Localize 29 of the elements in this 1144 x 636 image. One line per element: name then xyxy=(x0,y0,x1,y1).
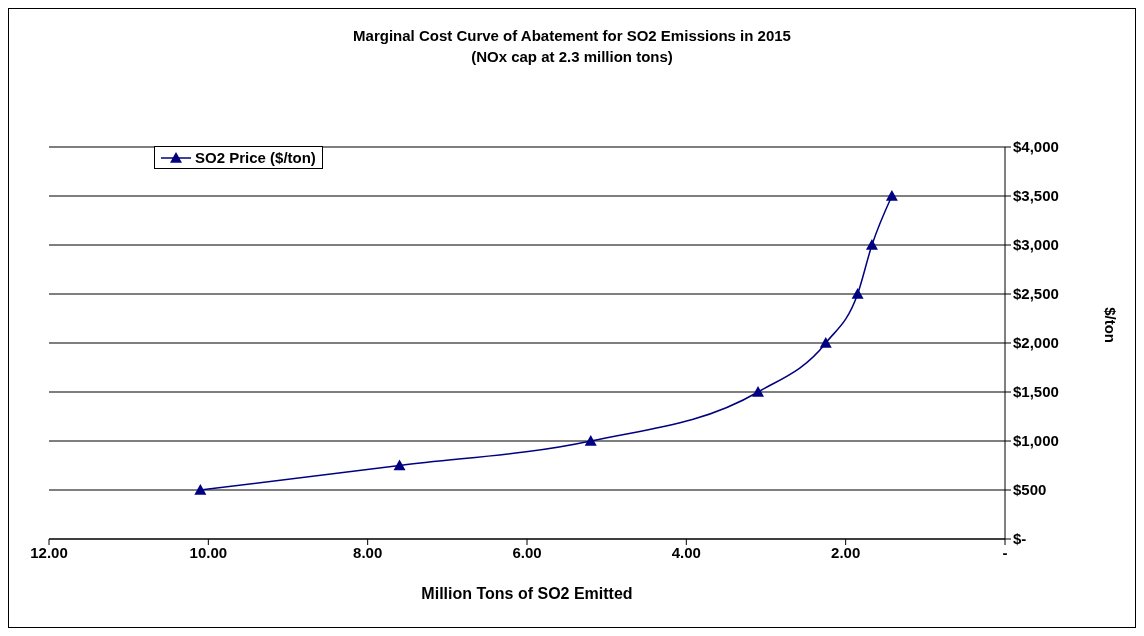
y-tick-label: $500 xyxy=(1013,481,1047,499)
x-tick-label: 12.00 xyxy=(30,543,68,561)
y-tick-label: $3,500 xyxy=(1013,187,1059,205)
y-tick-label: $- xyxy=(1013,530,1027,548)
y-tick-label: $2,000 xyxy=(1013,334,1059,352)
x-tick-label: - xyxy=(1002,543,1008,561)
x-tick-label: 6.00 xyxy=(512,543,542,561)
y-tick-label: $4,000 xyxy=(1013,138,1059,156)
point xyxy=(819,337,832,348)
chart-subtitle: (NOx cap at 2.3 million tons) xyxy=(470,48,674,65)
point xyxy=(752,386,765,397)
x-axis-title: Million Tons of SO2 Emitted xyxy=(421,585,633,602)
y-tick-label: $1,500 xyxy=(1013,383,1059,401)
y-tick-label: $3,000 xyxy=(1013,236,1059,254)
y-tick-label: $2,500 xyxy=(1013,285,1059,303)
point xyxy=(584,435,597,446)
point xyxy=(885,190,898,201)
x-tick-label: 8.00 xyxy=(353,543,383,561)
y-tick-label: $1,000 xyxy=(1013,432,1059,450)
point xyxy=(393,459,406,471)
legend-label: SO2 Price ($/ton) xyxy=(195,149,316,166)
point xyxy=(851,288,864,299)
x-tick-label: 4.00 xyxy=(671,543,701,561)
point xyxy=(865,239,878,250)
chart-title: Marginal Cost Curve of Abatement for SO2 Emissions in 2015 xyxy=(352,27,792,44)
y-axis-title: $/ton xyxy=(1101,307,1119,343)
x-tick-label: 10.00 xyxy=(189,543,228,561)
point xyxy=(194,484,207,495)
x-tick-label: 2.00 xyxy=(831,543,861,561)
